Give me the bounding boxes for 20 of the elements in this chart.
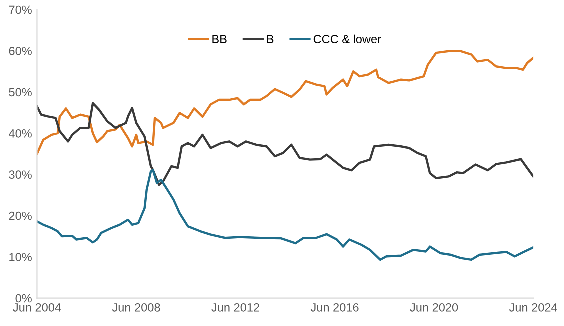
legend-label: CCC & lower [314,34,382,44]
line-series [37,169,534,262]
y-tick-label: 30% [9,170,32,180]
x-tick-label: Jun 2020 [410,303,458,312]
y-tick-label: 50% [9,88,32,97]
y-tick-label: 70% [9,6,32,14]
x-tick-label: Jun 2024 [509,303,558,312]
y-tick-label: 60% [9,47,32,56]
y-tick-label: 0% [16,294,32,303]
x-tick-label: Jun 2016 [310,303,359,312]
legend-label: BB [212,35,227,44]
legend-label: B [267,35,274,44]
y-tick-label: 40% [9,129,32,138]
line-series [37,102,534,186]
line-series [37,50,534,156]
x-tick-label: Jun 2012 [212,303,260,312]
y-tick-label: 20% [9,212,32,220]
y-tick-label: 10% [10,253,32,262]
x-tick-label: Jun 2004 [13,303,62,312]
x-tick-label: Jun 2008 [112,303,160,312]
